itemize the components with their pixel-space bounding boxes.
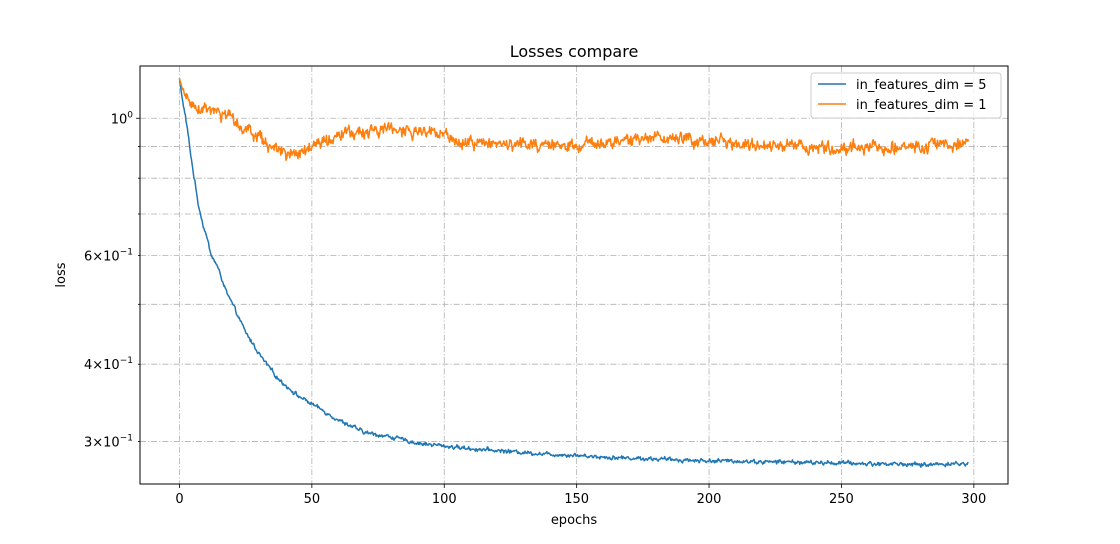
legend-entry-series-1: in_features_dim = 1	[856, 98, 987, 113]
y-tick-label-major-0: 100	[111, 110, 134, 127]
y-tick-label-minor-1: 4×10−1	[84, 356, 133, 373]
x-tick-label-0: 0	[175, 492, 183, 507]
legend-box	[810, 72, 1002, 119]
legend-entry-series-0: in_features_dim = 5	[856, 78, 987, 93]
x-tick-label-100: 100	[432, 492, 457, 507]
x-axis-label: epochs	[551, 513, 598, 528]
y-axis-label: loss	[54, 262, 69, 287]
x-axis-ticks: 0 50 100 150 200 250 300	[175, 484, 986, 507]
y-axis-ticks: 100 3×10−1 4×10−1 6×10−1	[84, 110, 140, 450]
chart-title: Losses compare	[510, 42, 639, 61]
y-tick-label-minor-3: 6×10−1	[84, 247, 133, 264]
x-tick-label-150: 150	[564, 492, 589, 507]
x-tick-label-250: 250	[829, 492, 854, 507]
legend: in_features_dim = 5 in_features_dim = 1	[810, 72, 1002, 119]
x-tick-label-300: 300	[961, 492, 986, 507]
plot-frame	[139, 65, 1009, 485]
y-tick-label-minor-0: 3×10−1	[84, 433, 133, 450]
series-layer	[178, 78, 970, 468]
series-line-1	[178, 78, 970, 162]
x-tick-label-200: 200	[697, 492, 722, 507]
series-line-0	[178, 78, 969, 468]
x-tick-label-50: 50	[304, 492, 321, 507]
